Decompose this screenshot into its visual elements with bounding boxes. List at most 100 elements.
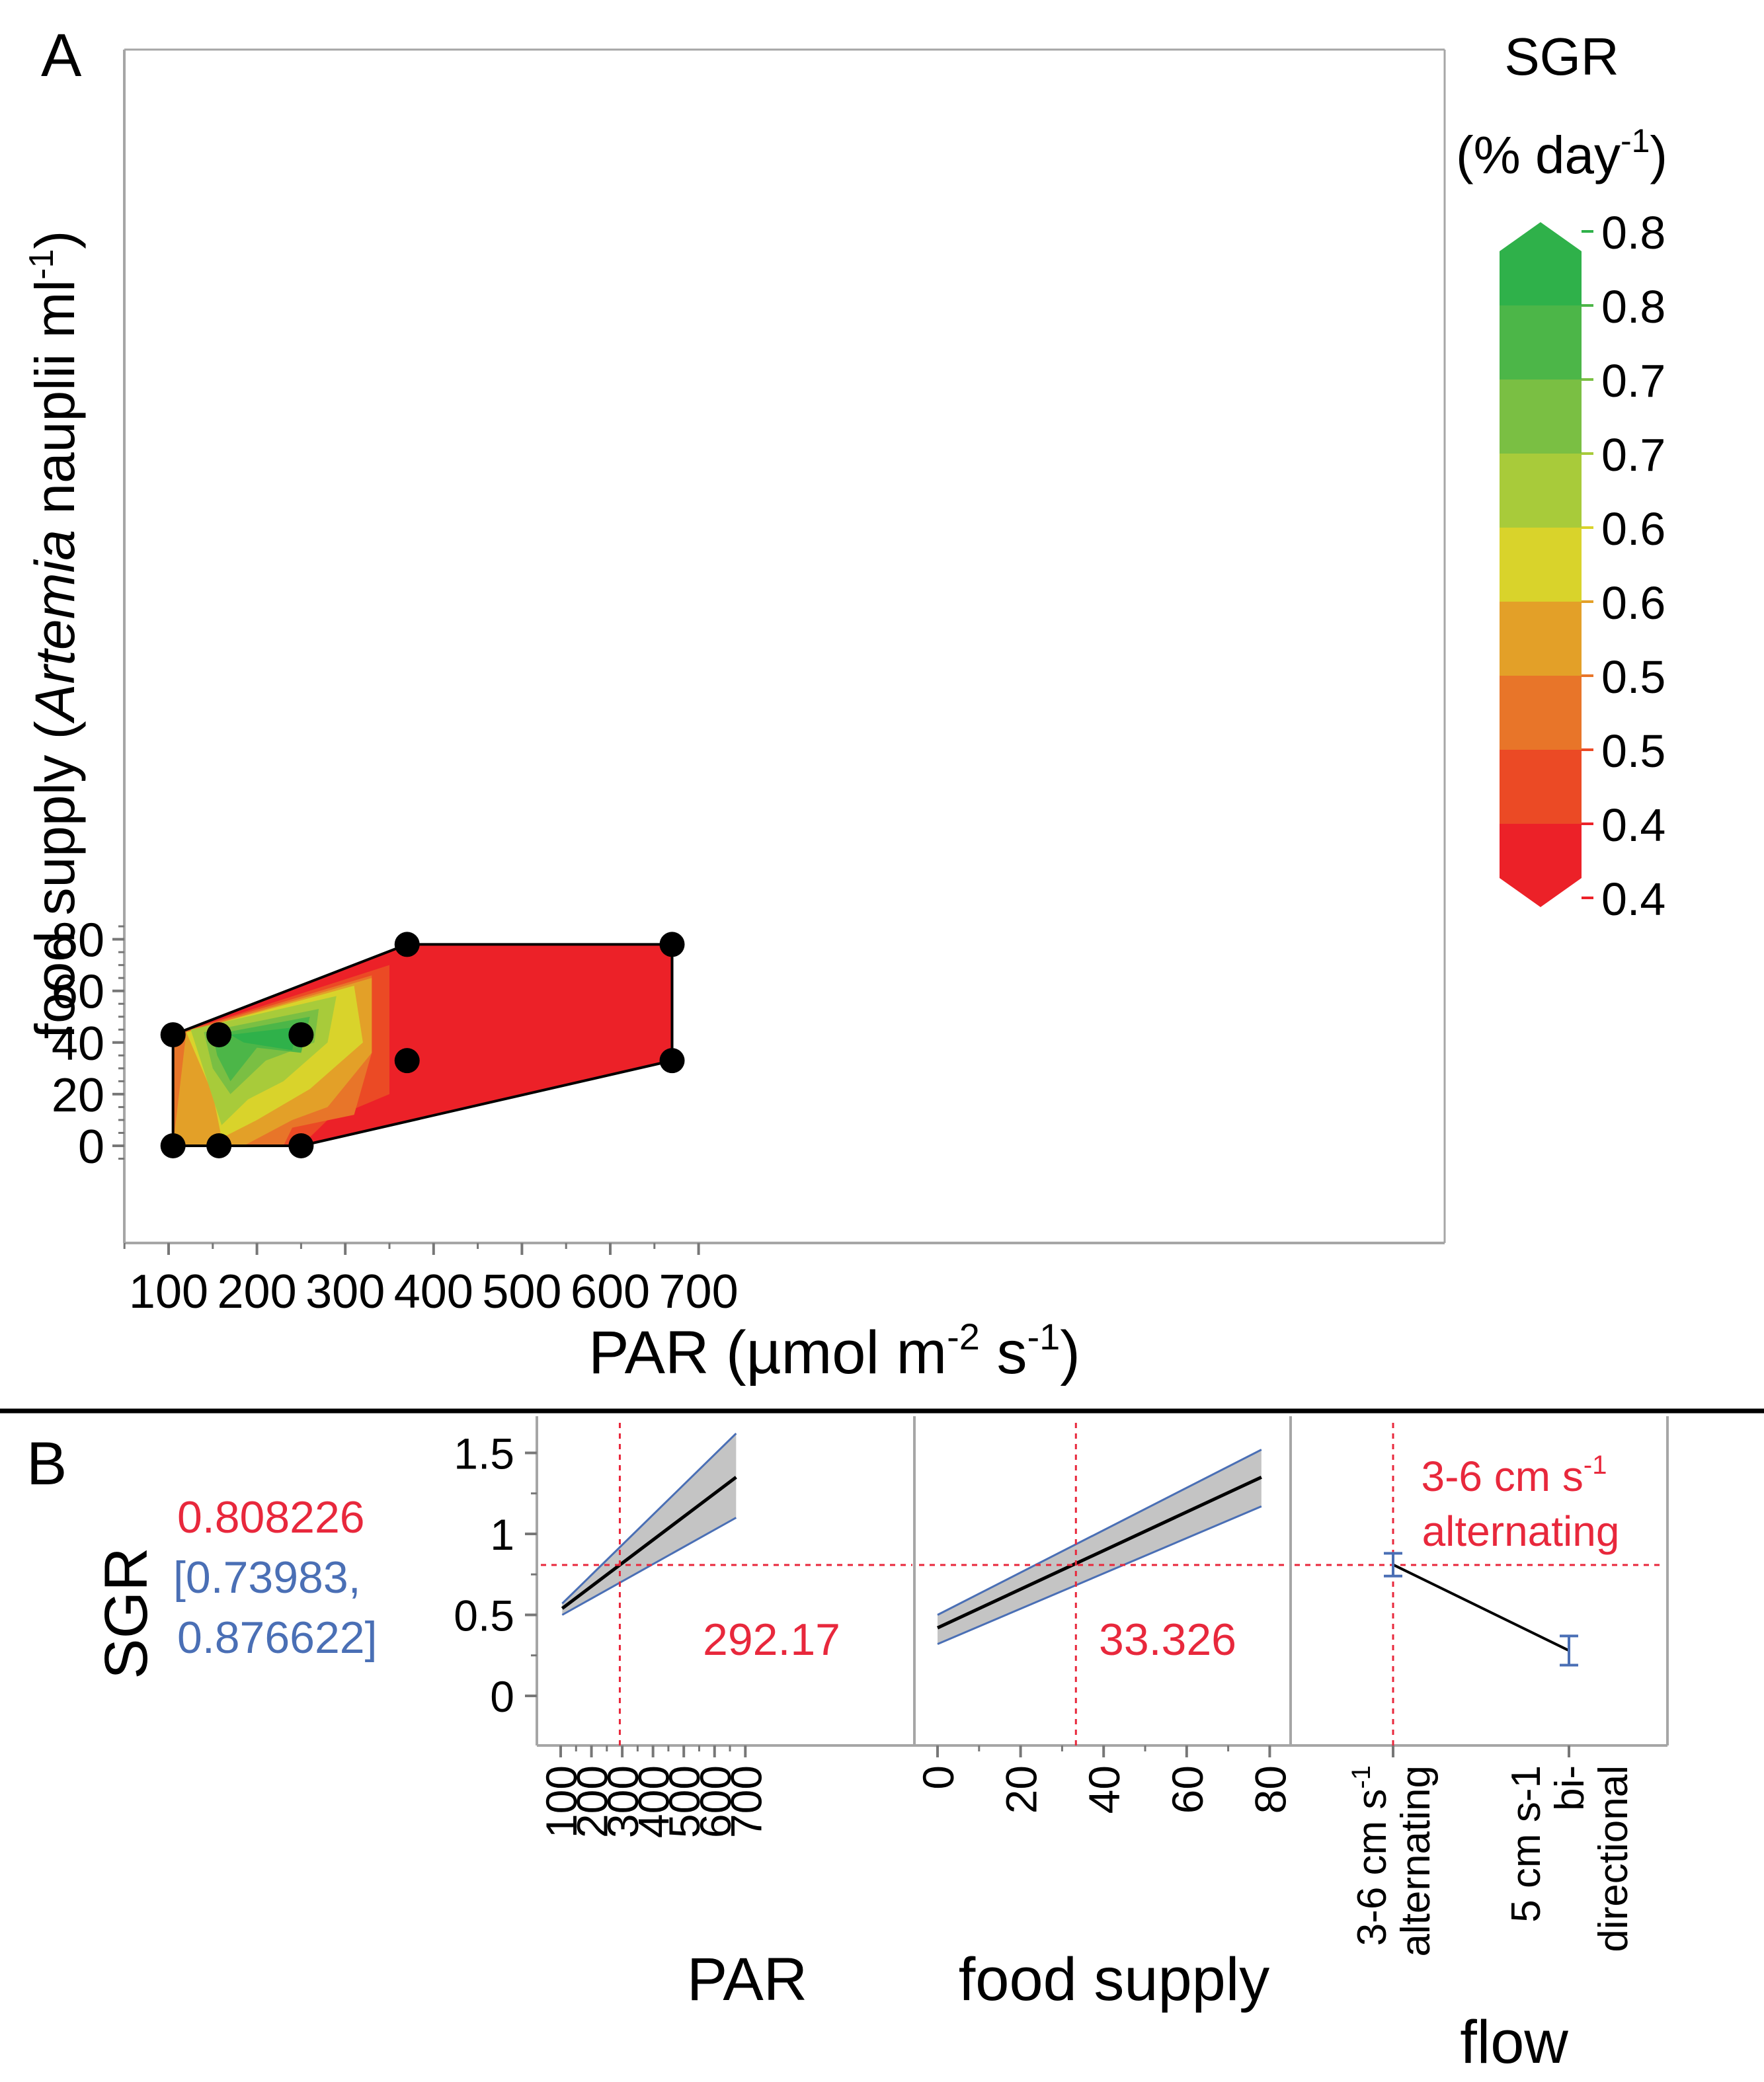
flow-annotation-line1: 3-6 cm s-1 (1422, 1451, 1607, 1500)
confidence-interval-lower: [0.73983, (173, 1552, 361, 1603)
flow-axis-title: flow (1460, 2009, 1568, 2076)
colorbar-tick-label: 0.4 (1601, 799, 1665, 851)
flow-annotation-line2: alternating (1422, 1507, 1620, 1555)
ci-upper-line (937, 1449, 1262, 1616)
category-label: directional (1591, 1765, 1636, 1952)
y-axis-title: food supply (Artemia nauplii ml-1) (22, 231, 86, 1039)
design-point (160, 1022, 186, 1048)
x-tick-label: 20 (997, 1765, 1046, 1814)
panel-a-letter: A (41, 22, 82, 89)
profiler-flow: 3-6 cm s-1 alternating 5 cm s-1bi-directio… (1295, 1423, 1665, 1957)
contour-plot (171, 943, 674, 1147)
x-tick-label: 500 (660, 1765, 709, 1838)
x-tick-label: 60 (1163, 1765, 1212, 1814)
sgr-tick-label: 1 (490, 1510, 514, 1559)
design-point (288, 1022, 314, 1048)
prediction-line (936, 1475, 1262, 1630)
design-point (206, 1133, 232, 1158)
design-point (394, 1048, 420, 1074)
profiler-food-supply: 0 20 40 60 80 (914, 1423, 1295, 1814)
x-tick-label: 0 (914, 1765, 963, 1790)
category-label: 5 cm s-1 (1503, 1765, 1549, 1923)
prediction-line (561, 1476, 737, 1610)
contour-band-8 (230, 1027, 297, 1051)
colorbar-swatch (1500, 750, 1582, 824)
colorbar-unit: (% day-1) (1456, 122, 1667, 184)
ci-lower-line (561, 1517, 737, 1616)
ci-lower-line (937, 1505, 1262, 1645)
x-tick-label: 80 (1246, 1765, 1295, 1814)
confidence-interval-upper: 0.876622] (177, 1613, 378, 1663)
colorbar-tick-label: 0.7 (1601, 429, 1665, 481)
flow-line (1392, 1563, 1570, 1652)
y-tick-label: 20 (52, 1069, 104, 1122)
y-tick-label: 40 (52, 1018, 104, 1070)
colorbar-tick-label: 0.7 (1601, 355, 1665, 407)
x-tick-label: 700 (659, 1265, 739, 1318)
category-label: alternating (1393, 1765, 1439, 1957)
design-point (288, 1133, 314, 1158)
colorbar-tick-label: 0.5 (1601, 725, 1665, 777)
panel-a-frame (124, 48, 1446, 1243)
x-tick-label: 40 (1080, 1765, 1129, 1814)
panel-b-y-axis-title: SGR (93, 1547, 160, 1679)
predicted-value: 0.808226 (177, 1492, 365, 1542)
panel-b: B SGR 0.808226 [0.73983, 0.876622] 0 0.5 1… (26, 1416, 1669, 2076)
colorbar-swatch (1500, 824, 1582, 907)
ci-upper-line (561, 1433, 737, 1605)
x-tick-label: 600 (691, 1765, 740, 1838)
design-point (206, 1022, 232, 1048)
x-tick-label: 400 (394, 1265, 473, 1318)
x-tick-label: 700 (721, 1765, 770, 1838)
colorbar-swatch (1500, 676, 1582, 750)
panel-b-letter: B (26, 1430, 67, 1498)
y-tick-label: 60 (52, 966, 104, 1019)
colorbar-swatch (1500, 222, 1582, 305)
colorbar: 0.8 0.8 0.7 0.7 0.6 0.6 0.5 0.5 0.4 0.4 (1500, 207, 1665, 925)
colorbar-tick-label: 0.5 (1601, 651, 1665, 703)
par-axis-title: PAR (687, 1946, 807, 2013)
category-label: 3-6 cm s-1 (1347, 1765, 1395, 1946)
colorbar-swatch (1500, 380, 1582, 454)
profiler-y-axis: 0 0.5 1 1.5 (454, 1429, 537, 1721)
x-tick-label: 300 (598, 1765, 647, 1838)
design-point (659, 932, 685, 957)
confidence-band (562, 1433, 737, 1615)
colorbar-tick-label: 0.6 (1601, 503, 1665, 555)
x-tick-label: 600 (571, 1265, 650, 1318)
sgr-tick-label: 0 (490, 1672, 514, 1721)
x-tick-label: 200 (218, 1265, 297, 1318)
x-tick-label: 500 (482, 1265, 561, 1318)
design-points (160, 932, 685, 1158)
x-tick-label: 100 (537, 1765, 586, 1838)
colorbar-swatch (1500, 454, 1582, 528)
colorbar-swatch (1500, 602, 1582, 676)
confidence-band (938, 1449, 1262, 1644)
colorbar-swatch (1500, 305, 1582, 380)
colorbar-tick-label: 0.8 (1601, 207, 1665, 259)
food-reference-value: 33.326 (1099, 1615, 1236, 1665)
category-label: bi- (1547, 1765, 1593, 1811)
x-tick-label: 100 (129, 1265, 208, 1318)
x-tick-label: 400 (629, 1765, 678, 1838)
design-point (394, 932, 420, 957)
sgr-tick-label: 0.5 (454, 1591, 514, 1640)
colorbar-swatch (1500, 528, 1582, 602)
colorbar-tick-label: 0.6 (1601, 577, 1665, 629)
colorbar-tick-label: 0.4 (1601, 873, 1665, 925)
x-tick-label: 300 (305, 1265, 385, 1318)
food-axis-title: food supply (959, 1946, 1270, 2013)
sgr-tick-label: 1.5 (454, 1429, 514, 1478)
par-reference-value: 292.17 (703, 1615, 840, 1665)
design-point (160, 1133, 186, 1158)
design-point (659, 1048, 685, 1074)
x-axis-title: PAR (µmol m-2 s-1) (588, 1316, 1080, 1386)
y-tick-label: 80 (52, 914, 104, 967)
x-tick-label: 200 (568, 1765, 617, 1838)
profiler-frames (536, 1416, 1669, 1747)
y-tick-label: 0 (78, 1121, 104, 1174)
